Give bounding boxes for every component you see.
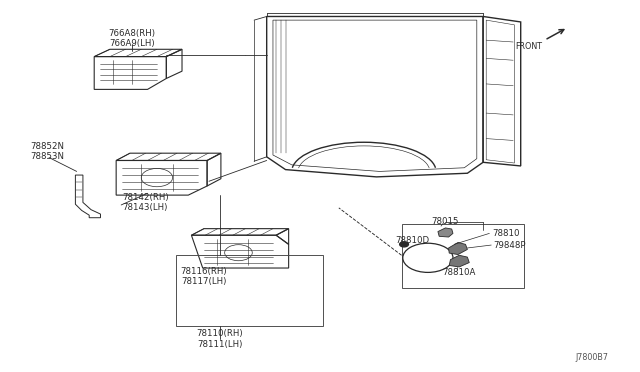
Text: 78142(RH)
78143(LH): 78142(RH) 78143(LH) (122, 193, 169, 212)
Text: 78110(RH)
78111(LH): 78110(RH) 78111(LH) (196, 330, 243, 349)
Text: 78852N
78853N: 78852N 78853N (30, 142, 64, 161)
Text: FRONT: FRONT (516, 42, 543, 51)
Text: 766A8(RH)
766A9(LH): 766A8(RH) 766A9(LH) (108, 29, 156, 48)
Text: 78116(RH)
78117(LH): 78116(RH) 78117(LH) (180, 267, 227, 286)
Bar (176, 255, 323, 326)
Polygon shape (438, 228, 453, 237)
Text: 78810A: 78810A (442, 268, 476, 277)
Text: J7800B7: J7800B7 (575, 353, 609, 362)
Circle shape (399, 242, 408, 247)
Bar (401, 224, 524, 288)
Text: 78810D: 78810D (396, 236, 430, 245)
Text: 78015: 78015 (432, 217, 459, 226)
Polygon shape (449, 243, 467, 254)
Text: 78810: 78810 (493, 229, 520, 238)
Text: 79848P: 79848P (493, 241, 525, 250)
Polygon shape (449, 255, 469, 267)
